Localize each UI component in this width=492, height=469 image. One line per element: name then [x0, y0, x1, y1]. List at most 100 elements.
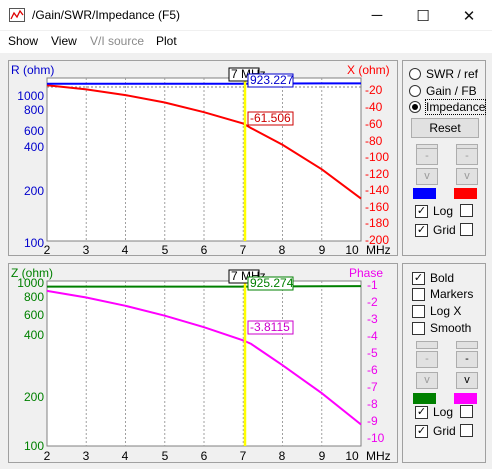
logx-option[interactable]: Log X [412, 303, 461, 319]
freq-tick: 4 [122, 243, 129, 255]
freq-tick: 6 [201, 449, 208, 462]
impedance-zphase-chart[interactable]: Z (ohm) Phase 1000 800 600 400 200 100 -… [8, 263, 398, 463]
zphase-grid [85, 281, 323, 446]
reactance-curve [46, 84, 362, 200]
bottom-grid-option[interactable]: ✓ Grid [415, 423, 456, 439]
logx-checkbox[interactable] [412, 304, 425, 318]
x-tick: -140 [365, 183, 389, 197]
r-axis-ticks: 1000 800 600 400 200 100 [17, 89, 44, 250]
freq-tick: 5 [162, 243, 169, 255]
impedance-option[interactable]: Impedance [409, 99, 487, 115]
top-log-option[interactable]: ✓ Log [415, 203, 453, 219]
phase-curve [46, 289, 362, 426]
bottom-right-log-checkbox[interactable] [460, 405, 473, 418]
right-scale-up-button[interactable]: - [456, 351, 478, 368]
reset-button[interactable]: Reset [411, 118, 479, 138]
swr-radio[interactable] [409, 68, 421, 80]
bold-option[interactable]: ✓ Bold [412, 270, 454, 286]
z-color-swatch[interactable] [413, 393, 436, 404]
impedance-rx-chart[interactable]: R (ohm) X (ohm) 1000 800 600 400 200 100… [8, 60, 398, 257]
left-scale-top-button[interactable] [416, 341, 438, 349]
menu-view[interactable]: View [51, 34, 77, 48]
x-tick: -80 [365, 134, 383, 148]
phase-tick: -8 [367, 397, 378, 411]
rx-grid [85, 78, 323, 241]
z-tick: 100 [24, 439, 44, 453]
menu-show[interactable]: Show [8, 34, 39, 48]
freq-axis-ticks: 2 3 4 5 6 7 8 9 10 MHz [44, 449, 391, 463]
reactance-color-swatch[interactable] [454, 188, 477, 199]
r-tick: 100 [24, 236, 44, 250]
r-tick: 400 [24, 140, 44, 154]
top-grid-option[interactable]: ✓ Grid [415, 222, 456, 238]
phase-axis-title: Phase [349, 266, 383, 280]
gain-radio[interactable] [409, 85, 421, 97]
top-log-label: Log [433, 204, 454, 218]
close-button[interactable]: ✕ [462, 7, 476, 25]
left-scale-down-button[interactable]: v [416, 372, 438, 389]
freq-tick: 3 [83, 449, 90, 462]
freq-axis-ticks: 2 3 4 5 6 7 8 9 10 MHz [44, 243, 391, 257]
zphase-plot: Z (ohm) Phase 1000 800 600 400 200 100 -… [11, 266, 391, 463]
freq-tick: 8 [279, 449, 286, 462]
smooth-checkbox[interactable] [412, 321, 425, 335]
x-tick: -160 [365, 200, 389, 214]
phase-tick: -10 [367, 431, 385, 445]
gain-option[interactable]: Gain / FB [409, 83, 477, 99]
logx-label: Log X [430, 304, 462, 318]
left-scale-up-button[interactable]: - [416, 351, 438, 368]
bottom-right-grid-checkbox[interactable] [460, 424, 473, 437]
r-axis-title: R (ohm) [11, 63, 54, 77]
left-scale-up-button[interactable]: - [416, 148, 438, 165]
z-tick: 200 [24, 390, 44, 404]
bottom-control-panel: ✓ Bold Markers Log X Smooth - - v v ✓ Log … [402, 263, 486, 463]
bottom-grid-checkbox[interactable]: ✓ [415, 424, 428, 438]
r-tick: 200 [24, 184, 44, 198]
impedance-radio[interactable] [409, 101, 421, 113]
phase-tick: -4 [367, 329, 378, 343]
minimize-button[interactable]: ─ [371, 7, 383, 24]
x-tick: -100 [365, 150, 389, 164]
left-scale-down-button[interactable]: v [416, 168, 438, 185]
bold-checkbox[interactable]: ✓ [412, 271, 425, 285]
phase-tick: -9 [367, 414, 378, 428]
phase-color-swatch[interactable] [454, 393, 477, 404]
x-axis-title: X (ohm) [347, 63, 390, 77]
phase-tick: -6 [367, 363, 378, 377]
x-readout: -61.506 [250, 111, 291, 125]
top-log-checkbox[interactable]: ✓ [415, 204, 428, 218]
markers-label: Markers [430, 287, 474, 301]
top-right-grid-checkbox[interactable] [460, 223, 473, 236]
freq-tick: 3 [83, 243, 90, 255]
right-scale-top-button[interactable] [456, 341, 478, 349]
window-title: /Gain/SWR/Impedance (F5) [32, 8, 181, 22]
right-scale-down-button[interactable]: v [456, 372, 478, 389]
x-tick: -20 [365, 83, 383, 97]
x-tick: -60 [365, 117, 383, 131]
smooth-option[interactable]: Smooth [412, 320, 471, 336]
r-tick: 600 [24, 124, 44, 138]
x-tick: -120 [365, 167, 389, 181]
r-tick: 1000 [17, 89, 44, 103]
maximize-button[interactable]: ☐ [416, 7, 430, 25]
top-grid-checkbox[interactable]: ✓ [415, 223, 428, 237]
freq-unit: MHz [366, 449, 391, 462]
phase-tick: -5 [367, 346, 378, 360]
phase-tick: -1 [367, 278, 378, 292]
bottom-log-option[interactable]: ✓ Log [415, 404, 453, 420]
freq-tick: 4 [122, 449, 129, 462]
markers-option[interactable]: Markers [412, 286, 473, 302]
resistance-color-swatch[interactable] [413, 188, 436, 199]
app-icon[interactable] [9, 8, 25, 22]
markers-checkbox[interactable] [412, 287, 425, 301]
right-scale-up-button[interactable]: - [456, 148, 478, 165]
swr-option[interactable]: SWR / ref [409, 66, 478, 82]
menu-plot[interactable]: Plot [156, 34, 177, 48]
impedance-label: Impedance [424, 99, 487, 115]
top-right-log-checkbox[interactable] [460, 204, 473, 217]
phase-tick: -7 [367, 380, 378, 394]
r-readout: 923.227 [250, 73, 294, 87]
bottom-log-checkbox[interactable]: ✓ [415, 405, 428, 419]
right-scale-down-button[interactable]: v [456, 168, 478, 185]
freq-tick: 9 [319, 449, 326, 462]
